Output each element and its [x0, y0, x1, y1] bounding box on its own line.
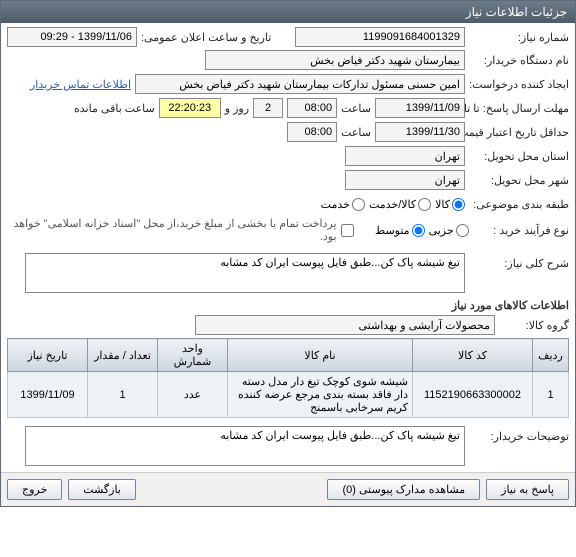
- deadline-date-field: [375, 98, 465, 118]
- pt-small-radio[interactable]: [456, 224, 469, 237]
- items-section-label: اطلاعات کالاهای مورد نیاز: [7, 299, 569, 312]
- table-row[interactable]: 1 1152190663300002 شیشه شوی کوچک تیغ دار…: [8, 372, 569, 418]
- table-header-row: ردیف کد کالا نام کالا واحد شمارش تعداد /…: [8, 339, 569, 372]
- pt-medium-option[interactable]: متوسط: [375, 224, 425, 237]
- th-rownum: ردیف: [533, 339, 569, 372]
- need-no-field: [295, 27, 465, 47]
- remaining-label: ساعت باقی مانده: [74, 102, 155, 115]
- partial-pay-wrap: پرداخت تمام یا بخشی از مبلغ خرید،از محل …: [7, 217, 354, 243]
- validity-date-field: [375, 122, 465, 142]
- view-attachments-button[interactable]: مشاهده مدارک پیوستی (0): [327, 479, 480, 500]
- back-button[interactable]: بازگشت: [68, 479, 136, 500]
- pkg-kala-option[interactable]: کالا: [435, 198, 465, 211]
- delivery-prov-field: [345, 146, 465, 166]
- buyer-notes-label: توضیحات خریدار:: [469, 426, 569, 443]
- buyer-notes-field: [25, 426, 465, 466]
- purchase-type-radio-group: جزیی متوسط: [375, 224, 469, 237]
- td-code: 1152190663300002: [413, 372, 533, 418]
- general-desc-field: [25, 253, 465, 293]
- form-area: شماره نیاز: تاریخ و ساعت اعلان عمومی: نا…: [1, 23, 575, 472]
- validity-time-field: [287, 122, 337, 142]
- td-date: 1399/11/09: [8, 372, 88, 418]
- th-unit: واحد شمارش: [158, 339, 228, 372]
- exit-button[interactable]: خروج: [7, 479, 62, 500]
- items-table: ردیف کد کالا نام کالا واحد شمارش تعداد /…: [7, 338, 569, 418]
- th-name: نام کالا: [228, 339, 413, 372]
- partial-pay-checkbox[interactable]: [341, 224, 354, 237]
- th-qty: تعداد / مقدار: [88, 339, 158, 372]
- announce-field: [7, 27, 137, 47]
- days-label: روز و: [225, 102, 249, 115]
- td-name: شیشه شوی کوچک تیغ دار مدل دسته دار فاقد …: [228, 372, 413, 418]
- validity-label: حداقل تاریخ اعتبار قیمت: تا تاریخ:: [469, 126, 569, 139]
- td-unit: عدد: [158, 372, 228, 418]
- buyer-org-label: نام دستگاه خریدار:: [469, 54, 569, 67]
- pkg-kala-khedmat-radio[interactable]: [418, 198, 431, 211]
- td-rownum: 1: [533, 372, 569, 418]
- time-label-2: ساعت: [341, 126, 371, 139]
- pkg-khedmat-radio[interactable]: [352, 198, 365, 211]
- pt-medium-radio[interactable]: [412, 224, 425, 237]
- group-field: [195, 315, 495, 335]
- reply-button[interactable]: پاسخ به نیاز: [486, 479, 569, 500]
- buyer-org-field: [205, 50, 465, 70]
- buyer-contact-link[interactable]: اطلاعات تماس خریدار: [30, 78, 131, 91]
- td-qty: 1: [88, 372, 158, 418]
- th-code: کد کالا: [413, 339, 533, 372]
- delivery-prov-label: استان محل تحویل:: [469, 150, 569, 163]
- purchase-type-label: نوع فرآیند خرید :: [473, 224, 569, 237]
- button-bar: پاسخ به نیاز مشاهده مدارک پیوستی (0) باز…: [1, 472, 575, 506]
- creator-field: [135, 74, 465, 94]
- pkg-kala-khedmat-option[interactable]: کالا/خدمت: [369, 198, 431, 211]
- deadline-time-field: [287, 98, 337, 118]
- panel-title: جزئیات اطلاعات نیاز: [1, 1, 575, 23]
- group-label: گروه کالا:: [499, 319, 569, 332]
- need-no-label: شماره نیاز:: [469, 31, 569, 44]
- pkg-khedmat-option[interactable]: خدمت: [321, 198, 365, 211]
- pkg-kala-radio[interactable]: [452, 198, 465, 211]
- days-field: [253, 98, 283, 118]
- general-desc-label: شرح کلی نیاز:: [469, 253, 569, 270]
- partial-pay-label: پرداخت تمام یا بخشی از مبلغ خرید،از محل …: [7, 217, 337, 243]
- countdown-field: [159, 98, 221, 118]
- need-details-panel: جزئیات اطلاعات نیاز شماره نیاز: تاریخ و …: [0, 0, 576, 507]
- pt-small-option[interactable]: جزیی: [429, 224, 469, 237]
- creator-label: ایجاد کننده درخواست:: [469, 78, 569, 91]
- th-date: تاریخ نیاز: [8, 339, 88, 372]
- time-label-1: ساعت: [341, 102, 371, 115]
- package-label: طبقه بندی موضوعی:: [469, 198, 569, 211]
- delivery-city-label: شهر محل تحویل:: [469, 174, 569, 187]
- deadline-label: مهلت ارسال پاسخ: تا تاریخ:: [469, 102, 569, 115]
- announce-label: تاریخ و ساعت اعلان عمومی:: [141, 31, 271, 44]
- package-radio-group: کالا کالا/خدمت خدمت: [321, 198, 465, 211]
- delivery-city-field: [345, 170, 465, 190]
